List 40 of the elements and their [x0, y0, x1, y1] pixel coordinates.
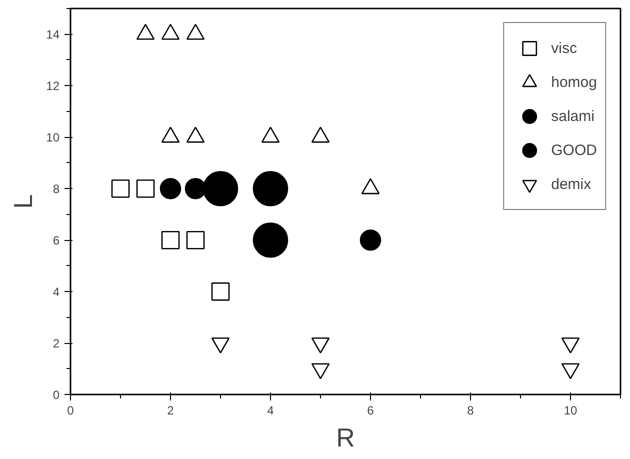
- y-tick-label: 8: [52, 182, 60, 196]
- y-tick-label: 2: [52, 336, 60, 351]
- point: [160, 178, 182, 200]
- y-axis-title: L: [8, 194, 38, 209]
- x-tick-label: 4: [267, 404, 274, 418]
- y-tick-label: 14: [46, 28, 60, 42]
- point: [186, 230, 205, 250]
- point: [161, 126, 180, 143]
- y-tick-label: 4: [52, 285, 60, 300]
- point: [111, 179, 130, 198]
- point: [136, 24, 155, 40]
- x-axis-title: R: [336, 422, 355, 452]
- point: [186, 24, 205, 40]
- x-tick-label: 6: [367, 404, 374, 418]
- point: [261, 126, 280, 143]
- x-tick-label: 0: [67, 404, 74, 418]
- point: [211, 337, 230, 354]
- point: [311, 126, 330, 143]
- point: [360, 229, 382, 251]
- point: [136, 179, 155, 198]
- y-tick-label: 6: [52, 234, 60, 248]
- point: [161, 24, 180, 40]
- legend-label: GOOD: [551, 142, 597, 158]
- point: [186, 126, 205, 143]
- legend-label: visc: [551, 40, 577, 56]
- y-tick-label: 10: [46, 130, 60, 145]
- x-tick-label: 10: [564, 404, 578, 418]
- point: [561, 337, 580, 354]
- point: [561, 363, 580, 380]
- legend-label: salami: [551, 108, 594, 124]
- point: [161, 230, 180, 250]
- y-tick-label: 12: [46, 79, 60, 94]
- point: [311, 363, 330, 380]
- x-tick-label: 2: [167, 404, 174, 418]
- y-tick-label: 0: [52, 388, 60, 402]
- x-tick-label: 8: [467, 404, 474, 418]
- legend-label: homog: [551, 74, 597, 90]
- point: [211, 282, 230, 301]
- point: [311, 337, 330, 354]
- legend-label: demix: [551, 176, 592, 192]
